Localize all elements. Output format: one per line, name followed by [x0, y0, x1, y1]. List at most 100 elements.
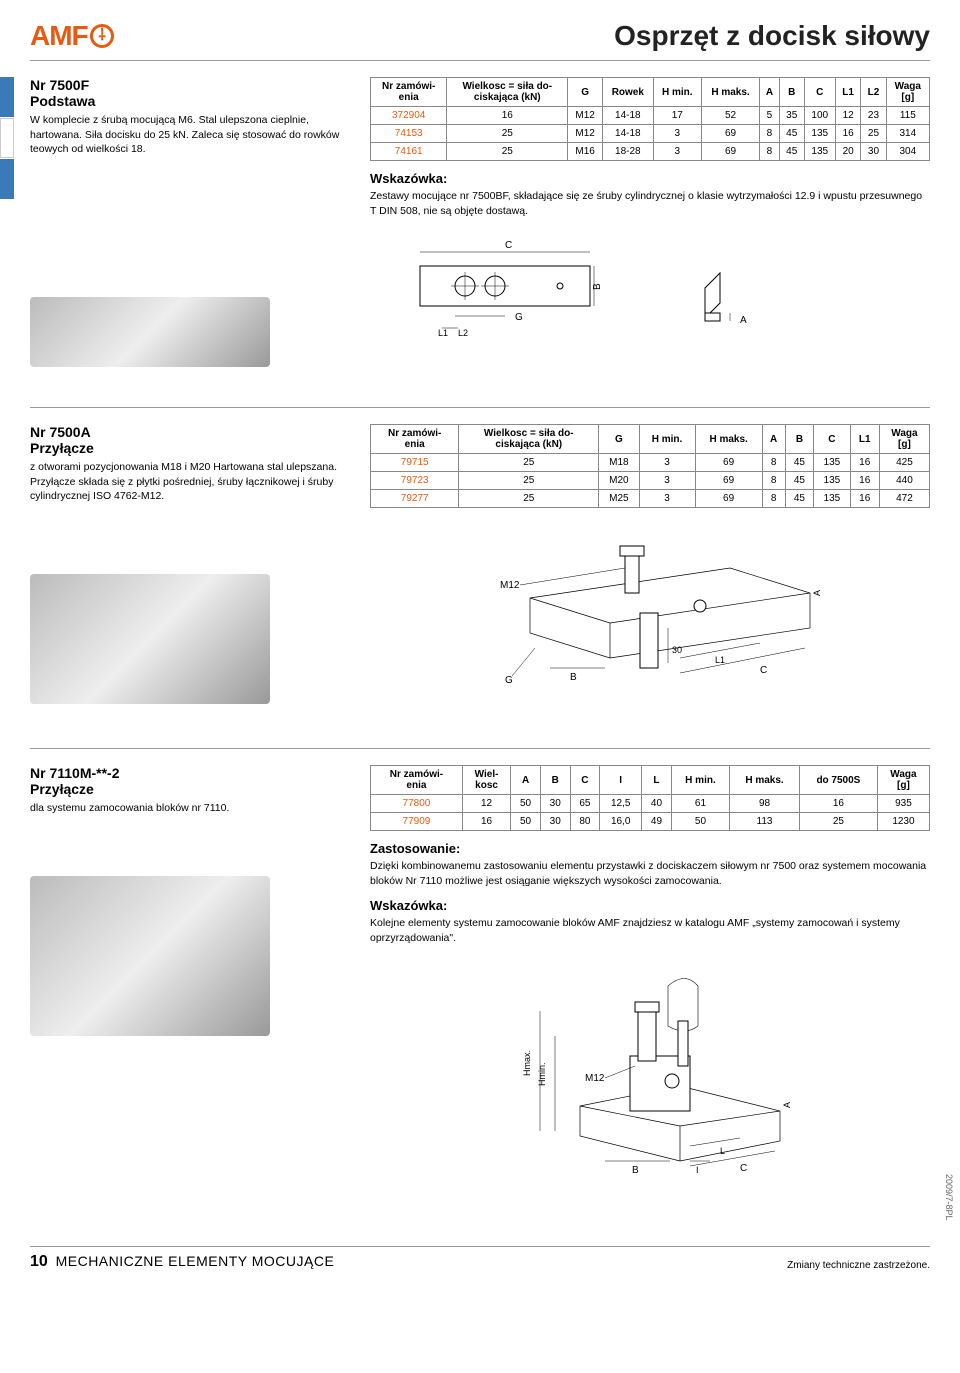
- label-30: 30: [672, 645, 682, 655]
- product-name: Przyłącze: [30, 781, 350, 797]
- table-cell: 16: [850, 472, 879, 490]
- note-heading: Wskazówka:: [370, 171, 930, 186]
- amf-logo: AMF⸸: [30, 20, 114, 52]
- section-title: MECHANICZNE ELEMENTY MOCUJĄCE: [56, 1253, 335, 1269]
- diagram-7500f: C B G L1: [370, 238, 930, 338]
- table-cell: 25: [447, 143, 568, 161]
- table-cell: 50: [511, 795, 541, 813]
- col-header: A: [511, 766, 541, 795]
- table-row: 7971525M1836984513516425: [371, 454, 930, 472]
- table-cell: 79715: [371, 454, 459, 472]
- col-header: Waga[g]: [886, 78, 929, 107]
- col-header: L1: [850, 425, 879, 454]
- table-cell: 3: [639, 454, 695, 472]
- logo-icon: ⸸: [90, 24, 114, 48]
- table-cell: 30: [540, 813, 570, 831]
- table-cell: 25: [459, 472, 599, 490]
- product-desc: W komplecie z śrubą mocującą M6. Stal ul…: [30, 113, 350, 157]
- table-cell: 1230: [877, 813, 929, 831]
- logo-block: AMF⸸: [30, 20, 114, 52]
- table-row: 779091650308016,04950113251230: [371, 813, 930, 831]
- side-tabs: [0, 77, 14, 200]
- table-cell: 25: [459, 454, 599, 472]
- section-7500a: Nr 7500A Przyłącze z otworami pozycjonow…: [30, 424, 930, 749]
- table-cell: 45: [785, 490, 814, 508]
- page-footer: 10 MECHANICZNE ELEMENTY MOCUJĄCE Zmiany …: [30, 1246, 930, 1271]
- table-cell: 69: [695, 490, 762, 508]
- table-cell: 40: [642, 795, 672, 813]
- col-header: L2: [861, 78, 886, 107]
- col-header: H maks.: [730, 766, 800, 795]
- label-l2: L2: [458, 328, 468, 338]
- label-g: G: [505, 675, 513, 686]
- label-hmax: Hmax.: [522, 1050, 532, 1076]
- col-header: H min.: [639, 425, 695, 454]
- table-cell: 16: [850, 454, 879, 472]
- note-heading: Zastosowanie:: [370, 841, 930, 856]
- table-cell: 80: [570, 813, 600, 831]
- product-photo: [30, 876, 270, 1036]
- side-code: 2009/7-8PL: [944, 1174, 954, 1221]
- col-header: G: [568, 78, 603, 107]
- table-cell: 50: [511, 813, 541, 831]
- page-header: AMF⸸ Osprzęt z docisk siłowy: [30, 20, 930, 61]
- table-cell: 25: [861, 125, 886, 143]
- label-c: C: [505, 240, 512, 251]
- col-header: Wielkosc = siła do-ciskająca (kN): [447, 78, 568, 107]
- col-header: Rowek: [603, 78, 654, 107]
- col-header: B: [785, 425, 814, 454]
- col-header: H maks.: [702, 78, 760, 107]
- table-cell: 8: [760, 125, 780, 143]
- spec-table-7500f: Nr zamówi-eniaWielkosc = siła do-ciskają…: [370, 77, 930, 161]
- table-cell: 69: [695, 454, 762, 472]
- table-cell: 135: [804, 143, 835, 161]
- logo-text: AMF: [30, 20, 88, 52]
- label-i: I: [696, 1165, 699, 1175]
- table-cell: 135: [814, 490, 850, 508]
- col-header: C: [814, 425, 850, 454]
- table-cell: 69: [702, 143, 760, 161]
- note-text: Kolejne elementy systemu zamocowanie blo…: [370, 916, 930, 945]
- table-cell: 50: [671, 813, 729, 831]
- page-title: Osprzęt z docisk siłowy: [614, 20, 930, 52]
- table-cell: 77909: [371, 813, 463, 831]
- spec-table-7110m: Nr zamówi-eniaWiel-koscABCILH min.H maks…: [370, 765, 930, 831]
- diagram-7500a: M12 A B G 30 L1 C: [370, 538, 930, 708]
- table-cell: 12: [462, 795, 510, 813]
- label-b: B: [592, 283, 603, 290]
- table-cell: 372904: [371, 107, 447, 125]
- table-cell: 65: [570, 795, 600, 813]
- col-header: G: [599, 425, 639, 454]
- table-cell: 16: [850, 490, 879, 508]
- side-tab: [0, 77, 14, 117]
- table-cell: 14-18: [603, 125, 654, 143]
- table-cell: 25: [459, 490, 599, 508]
- table-cell: 79723: [371, 472, 459, 490]
- col-header: Wielkosc = siła do-ciskająca (kN): [459, 425, 599, 454]
- table-cell: 16: [447, 107, 568, 125]
- table-cell: 61: [671, 795, 729, 813]
- label-l1: L1: [715, 655, 725, 665]
- col-header: A: [762, 425, 785, 454]
- table-cell: 5: [760, 107, 780, 125]
- table-cell: 45: [779, 143, 804, 161]
- footer-left: 10 MECHANICZNE ELEMENTY MOCUJĄCE: [30, 1253, 334, 1271]
- section-7110m: Nr 7110M-**-2 Przyłącze dla systemu zamo…: [30, 765, 930, 1216]
- table-cell: 100: [804, 107, 835, 125]
- table-cell: 8: [762, 472, 785, 490]
- diagram-7110m: Hmin. Hmax. M12 A B I L C: [370, 966, 930, 1176]
- label-a: A: [782, 1102, 792, 1108]
- table-cell: 52: [702, 107, 760, 125]
- table-cell: 77800: [371, 795, 463, 813]
- col-header: B: [779, 78, 804, 107]
- col-header: C: [570, 766, 600, 795]
- product-number: Nr 7500F: [30, 77, 350, 93]
- table-cell: 135: [814, 454, 850, 472]
- col-header: Nr zamówi-enia: [371, 78, 447, 107]
- label-hmin: Hmin.: [537, 1062, 547, 1086]
- table-cell: 135: [804, 125, 835, 143]
- table-cell: 12: [835, 107, 860, 125]
- col-header: H min.: [671, 766, 729, 795]
- table-cell: 17: [653, 107, 701, 125]
- table-row: 7416125M1618-283698451352030304: [371, 143, 930, 161]
